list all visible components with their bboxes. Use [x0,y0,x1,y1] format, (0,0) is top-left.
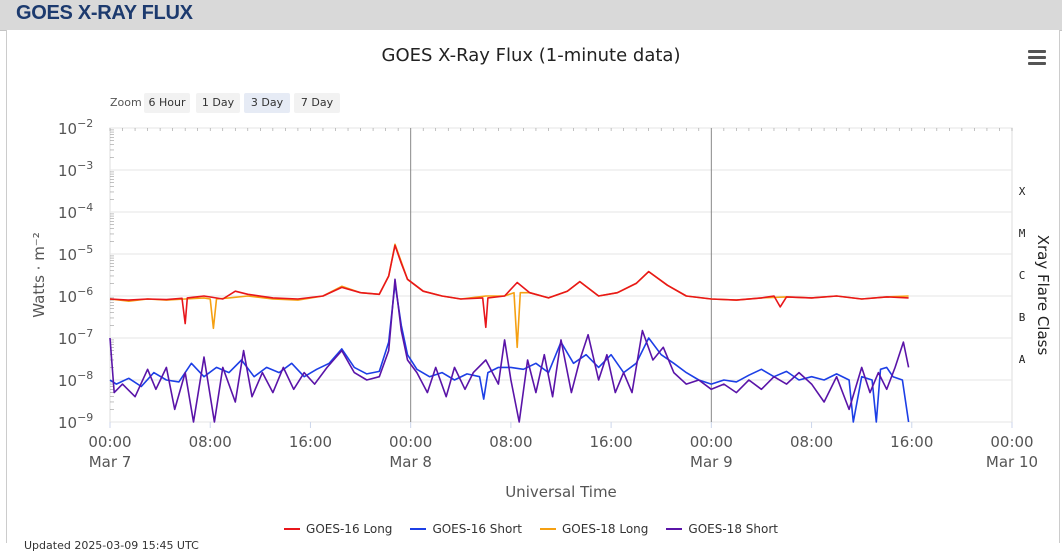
legend-label: GOES-16 Short [432,522,522,536]
panel-title: GOES X-RAY FLUX [16,2,193,24]
series-line-goes-16-short [109,282,910,423]
x-tick-label: 16:00 [289,433,332,451]
legend-swatch [666,528,683,530]
x-tick-label: 08:00 [790,433,833,451]
x-tick-label: 00:00 [690,433,733,451]
chart-frame [6,30,1060,543]
legend-swatch [540,528,556,530]
legend: GOES-16 Long GOES-16 Short GOES-18 Long GOE… [0,522,1062,536]
y-tick-label: 10−6 [58,285,93,306]
updated-timestamp: Updated 2025-03-09 15:45 UTC [24,539,199,552]
flare-class-label: A [1019,353,1026,366]
x-tick-label: 16:00 [589,433,632,451]
legend-item-goes-18-short[interactable]: GOES-18 Short [666,522,778,536]
x-tick-label: 08:00 [189,433,232,451]
flare-class-label: B [1019,311,1026,324]
x-tick-sublabel: Mar 10 [986,453,1038,471]
legend-item-goes-16-long[interactable]: GOES-16 Long [284,522,392,536]
legend-item-goes-16-short[interactable]: GOES-16 Short [410,522,522,536]
x-tick-sublabel: Mar 7 [89,453,132,471]
legend-label: GOES-18 Short [688,522,778,536]
flare-class-label: X [1019,185,1026,198]
zoom-1-day-button[interactable]: 1 Day [196,93,240,113]
legend-item-goes-18-long[interactable]: GOES-18 Long [540,522,648,536]
legend-label: GOES-16 Long [306,522,393,536]
y-tick-label: 10−8 [58,369,93,390]
x-tick-label: 00:00 [88,433,131,451]
y-tick-label: 10−7 [58,327,93,348]
zoom-6-hour-button[interactable]: 6 Hour [144,93,190,113]
y-tick-label: 10−2 [58,117,93,138]
zoom-label: Zoom [110,96,142,109]
flare-class-label: M [1019,227,1026,240]
x-tick-label: 08:00 [489,433,532,451]
x-tick-sublabel: Mar 9 [690,453,733,471]
zoom-3-day-button[interactable]: 3 Day [244,93,290,113]
flare-class-label: C [1019,269,1026,282]
y-tick-label: 10−4 [58,201,93,222]
x-tick-sublabel: Mar 8 [389,453,432,471]
series-line-goes-18-short [109,278,910,423]
legend-swatch [284,528,301,530]
chart-title: GOES X-Ray Flux (1-minute data) [381,45,681,66]
y2-axis-title: Xray Flare Class [1034,235,1052,356]
x-axis-title: Universal Time [505,483,617,501]
chart-menu-icon[interactable] [1026,50,1048,68]
y-tick-label: 10−3 [58,159,93,180]
zoom-7-day-button[interactable]: 7 Day [294,93,340,113]
y-axis-title: Watts · m⁻² [30,232,48,318]
legend-swatch [410,528,427,530]
x-tick-label: 16:00 [890,433,933,451]
x-tick-label: 00:00 [389,433,432,451]
x-tick-label: 00:00 [990,433,1033,451]
y-tick-label: 10−9 [58,411,93,432]
y-tick-label: 10−5 [58,243,93,264]
legend-label: GOES-18 Long [562,522,649,536]
series-line-goes-16-long [109,244,909,329]
